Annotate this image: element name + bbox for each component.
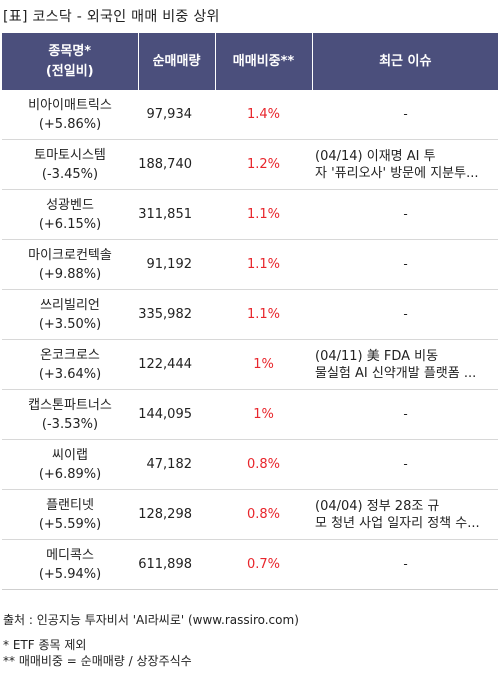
stock-name-cell: 캡스톤파트너스 (-3.53%) bbox=[2, 389, 138, 440]
issue-empty: - bbox=[403, 557, 408, 571]
stock-change: (+3.50%) bbox=[38, 316, 102, 332]
net-volume: 144,095 bbox=[138, 389, 215, 440]
net-volume: 47,182 bbox=[138, 439, 215, 490]
stock-name-cell: 온코크로스 (+3.64%) bbox=[2, 339, 138, 390]
issue-line-2[interactable]: 모 청년 사업 일자리 정책 수... bbox=[315, 515, 480, 531]
stock-name-cell: 씨이랩 (+6.89%) bbox=[2, 439, 138, 490]
header-stock-name: 종목명* (전일비) bbox=[2, 33, 139, 90]
header-recent-issue: 최근 이슈 bbox=[312, 33, 498, 90]
source-note: 출처 : 인공지능 투자비서 'AI라씨로' (www.rassiro.com) bbox=[3, 613, 299, 627]
stock-name[interactable]: 마이크로컨텍솔 bbox=[28, 247, 112, 263]
trade-ratio: 1.4% bbox=[215, 90, 312, 140]
table-row: 토마토시스템 (-3.45%) 188,740 1.2% (04/14) 이재명 AI … bbox=[2, 139, 498, 190]
header-stock-name-line1: 종목명* bbox=[48, 43, 92, 59]
issue-empty: - bbox=[403, 307, 408, 321]
stock-name[interactable]: 온코크로스 bbox=[40, 347, 100, 363]
stock-name[interactable]: 메디콕스 bbox=[46, 547, 94, 563]
issue-line-1[interactable]: (04/11) 美 FDA 비동 bbox=[315, 348, 439, 364]
issue-empty: - bbox=[403, 457, 408, 471]
header-net-volume: 순매매량 bbox=[138, 33, 216, 90]
stock-name-cell: 플랜티넷 (+5.59%) bbox=[2, 489, 138, 540]
trade-ratio: 1.1% bbox=[215, 189, 312, 240]
issue-line-1[interactable]: (04/04) 정부 28조 규 bbox=[315, 498, 440, 514]
stock-change: (+3.64%) bbox=[38, 366, 102, 382]
net-volume: 335,982 bbox=[138, 289, 215, 340]
stock-change: (-3.53%) bbox=[41, 416, 99, 432]
table-row: 씨이랩 (+6.89%) 47,182 0.8% - bbox=[2, 439, 498, 490]
net-volume: 611,898 bbox=[138, 539, 215, 590]
recent-issue: - bbox=[312, 389, 498, 440]
net-volume: 128,298 bbox=[138, 489, 215, 540]
trade-ratio: 1% bbox=[215, 339, 312, 390]
table-row: 마이크로컨텍솔 (+9.88%) 91,192 1.1% - bbox=[2, 239, 498, 290]
stock-change: (+5.86%) bbox=[38, 116, 102, 132]
foreign-trading-table: 종목명* (전일비) 순매매량 매매비중** 최근 이슈 비아이매트릭스 (+5.… bbox=[2, 33, 498, 590]
footnote-etf: * ETF 종목 제외 bbox=[3, 638, 87, 652]
stock-name-cell: 쓰리빌리언 (+3.50%) bbox=[2, 289, 138, 340]
recent-issue: (04/11) 美 FDA 비동 물실험 AI 신약개발 플랫폼 ... bbox=[312, 339, 498, 390]
trade-ratio: 0.8% bbox=[215, 439, 312, 490]
recent-issue: - bbox=[312, 90, 498, 140]
stock-change: (+5.94%) bbox=[38, 566, 102, 582]
stock-name[interactable]: 비아이매트릭스 bbox=[28, 97, 112, 113]
issue-line-2[interactable]: 자 '퓨리오사' 방문에 지분투... bbox=[315, 165, 479, 181]
table-row: 메디콕스 (+5.94%) 611,898 0.7% - bbox=[2, 539, 498, 590]
trade-ratio: 0.8% bbox=[215, 489, 312, 540]
trade-ratio: 1.1% bbox=[215, 239, 312, 290]
stock-name[interactable]: 씨이랩 bbox=[52, 447, 88, 463]
recent-issue: - bbox=[312, 289, 498, 340]
stock-name-cell: 메디콕스 (+5.94%) bbox=[2, 539, 138, 590]
issue-empty: - bbox=[403, 257, 408, 271]
table-row: 성광벤드 (+6.15%) 311,851 1.1% - bbox=[2, 189, 498, 240]
issue-empty: - bbox=[403, 207, 408, 221]
issue-line-1[interactable]: (04/14) 이재명 AI 투 bbox=[315, 148, 436, 164]
stock-change: (+9.88%) bbox=[38, 266, 102, 282]
stock-change: (-3.45%) bbox=[41, 166, 99, 182]
stock-change: (+6.15%) bbox=[38, 216, 102, 232]
trade-ratio: 0.7% bbox=[215, 539, 312, 590]
stock-name-cell: 토마토시스템 (-3.45%) bbox=[2, 139, 138, 190]
issue-empty: - bbox=[403, 107, 408, 121]
stock-change: (+6.89%) bbox=[38, 466, 102, 482]
net-volume: 97,934 bbox=[138, 90, 215, 140]
net-volume: 311,851 bbox=[138, 189, 215, 240]
stock-name-cell: 마이크로컨텍솔 (+9.88%) bbox=[2, 239, 138, 290]
table-row: 온코크로스 (+3.64%) 122,444 1% (04/11) 美 FDA 비동 물실… bbox=[2, 339, 498, 390]
stock-name-cell: 비아이매트릭스 (+5.86%) bbox=[2, 90, 138, 140]
stock-name[interactable]: 성광벤드 bbox=[46, 197, 94, 213]
table-header-row: 종목명* (전일비) 순매매량 매매비중** 최근 이슈 bbox=[2, 33, 498, 90]
recent-issue: - bbox=[312, 189, 498, 240]
table-row: 캡스톤파트너스 (-3.53%) 144,095 1% - bbox=[2, 389, 498, 440]
issue-line-2[interactable]: 물실험 AI 신약개발 플랫폼 ... bbox=[315, 365, 477, 381]
stock-name[interactable]: 플랜티넷 bbox=[46, 497, 94, 513]
header-stock-name-line2: (전일비) bbox=[45, 63, 94, 79]
trade-ratio: 1.1% bbox=[215, 289, 312, 340]
trade-ratio: 1% bbox=[215, 389, 312, 440]
footnote-ratio: ** 매매비중 = 순매매량 / 상장주식수 bbox=[3, 654, 192, 668]
net-volume: 91,192 bbox=[138, 239, 215, 290]
table-row: 비아이매트릭스 (+5.86%) 97,934 1.4% - bbox=[2, 90, 498, 140]
stock-name[interactable]: 캡스톤파트너스 bbox=[28, 397, 112, 413]
stock-name[interactable]: 토마토시스템 bbox=[34, 147, 106, 163]
header-trade-ratio: 매매비중** bbox=[215, 33, 313, 90]
recent-issue: - bbox=[312, 539, 498, 590]
net-volume: 188,740 bbox=[138, 139, 215, 190]
issue-empty: - bbox=[403, 407, 408, 421]
table-row: 쓰리빌리언 (+3.50%) 335,982 1.1% - bbox=[2, 289, 498, 340]
stock-name-cell: 성광벤드 (+6.15%) bbox=[2, 189, 138, 240]
net-volume: 122,444 bbox=[138, 339, 215, 390]
recent-issue: - bbox=[312, 439, 498, 490]
recent-issue: - bbox=[312, 239, 498, 290]
trade-ratio: 1.2% bbox=[215, 139, 312, 190]
stock-name[interactable]: 쓰리빌리언 bbox=[40, 297, 100, 313]
table-title: [표] 코스닥 - 외국인 매매 비중 상위 bbox=[3, 9, 220, 25]
stock-change: (+5.59%) bbox=[38, 516, 102, 532]
